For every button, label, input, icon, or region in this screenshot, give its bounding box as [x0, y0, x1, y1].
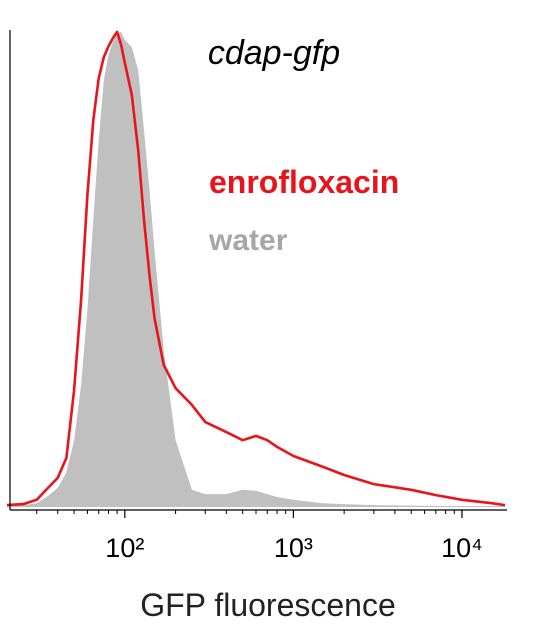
x-tick-label: 10⁴	[441, 533, 483, 563]
x-tick-label: 10³	[274, 533, 313, 563]
chart-title: cdap-gfp	[208, 34, 340, 72]
area	[7, 31, 505, 508]
legend-label: enrofloxacin	[209, 164, 399, 200]
x-axis-label: GFP fluorescence	[140, 587, 396, 623]
legend-label: water	[208, 224, 288, 257]
x-tick-label: 10²	[105, 533, 144, 563]
line	[6, 30, 506, 507]
